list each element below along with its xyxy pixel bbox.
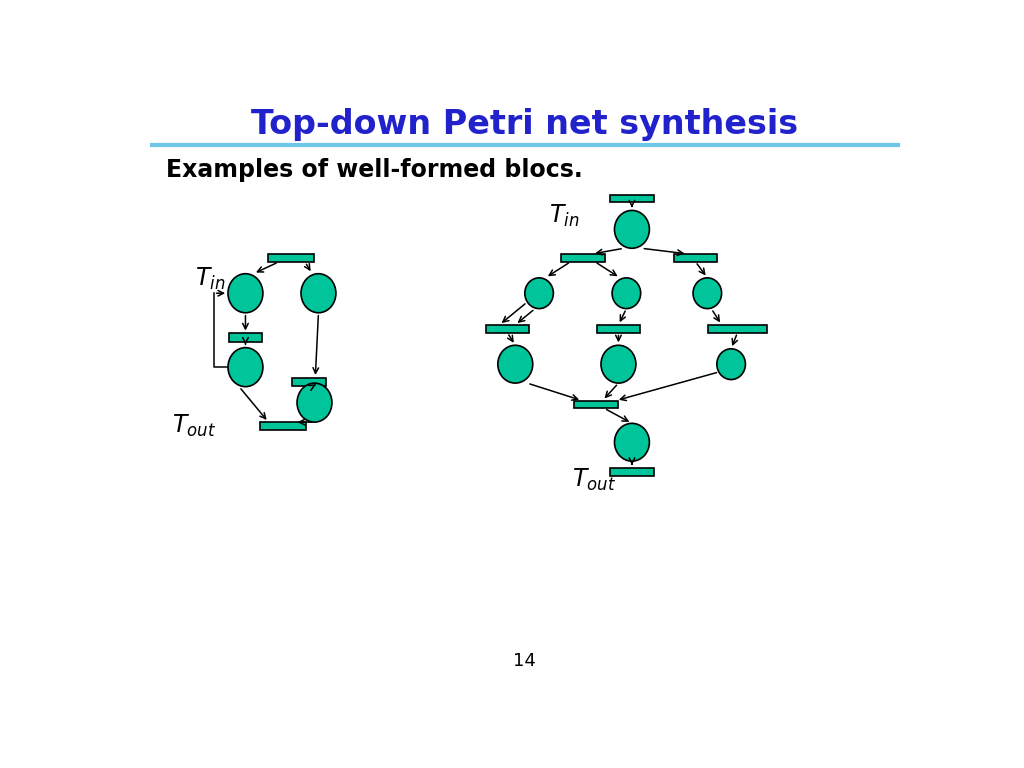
Ellipse shape [614,210,649,248]
Ellipse shape [614,423,649,461]
Ellipse shape [717,349,745,379]
FancyBboxPatch shape [293,378,326,386]
Text: Top-down Petri net synthesis: Top-down Petri net synthesis [251,108,799,141]
Ellipse shape [693,278,722,309]
FancyBboxPatch shape [610,468,653,475]
Ellipse shape [498,346,532,383]
Ellipse shape [601,346,636,383]
Ellipse shape [301,273,336,313]
Text: $T_{in}$: $T_{in}$ [196,265,226,292]
Ellipse shape [228,348,263,386]
FancyBboxPatch shape [485,325,529,333]
FancyBboxPatch shape [610,195,653,203]
Text: 14: 14 [513,652,537,670]
Text: $T_{out}$: $T_{out}$ [572,466,616,492]
Ellipse shape [612,278,641,309]
FancyBboxPatch shape [674,254,717,262]
Text: $T_{in}$: $T_{in}$ [549,204,579,230]
FancyBboxPatch shape [561,254,604,262]
FancyBboxPatch shape [260,422,306,430]
FancyBboxPatch shape [229,333,262,342]
Ellipse shape [228,273,263,313]
Ellipse shape [297,383,332,422]
Text: $T_{out}$: $T_{out}$ [172,413,216,439]
Ellipse shape [525,278,553,309]
FancyBboxPatch shape [708,325,767,333]
Text: Examples of well-formed blocs.: Examples of well-formed blocs. [166,158,583,182]
FancyBboxPatch shape [597,325,640,333]
FancyBboxPatch shape [267,253,313,262]
FancyBboxPatch shape [574,401,618,409]
